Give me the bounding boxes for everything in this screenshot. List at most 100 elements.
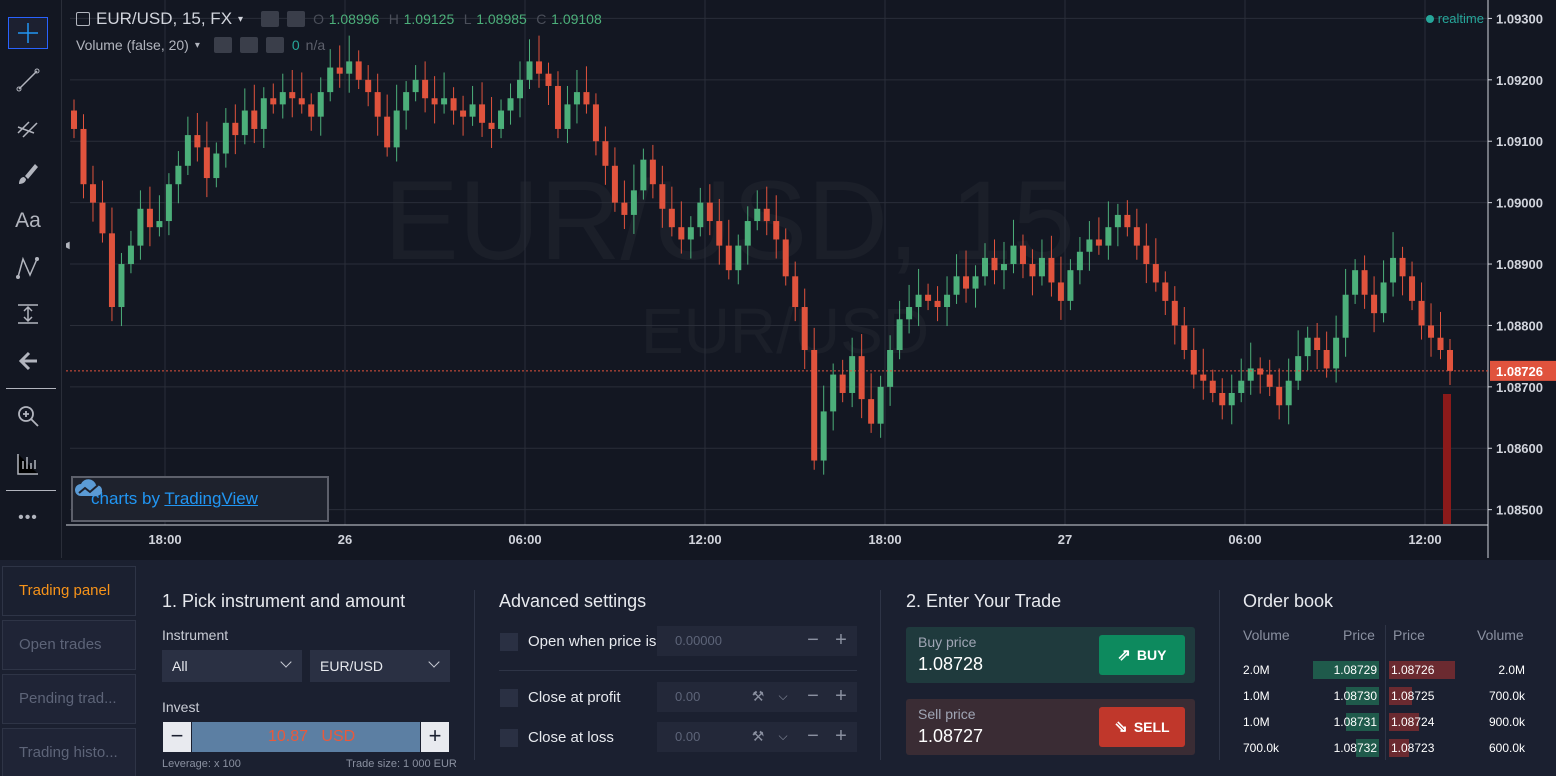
- pitchfork-icon[interactable]: [8, 110, 48, 142]
- open-when-increase-button[interactable]: +: [835, 629, 847, 651]
- orderbook-title: Order book: [1243, 591, 1334, 611]
- candle-body: [1428, 325, 1435, 338]
- volume-title[interactable]: Volume (false, 20): [76, 37, 189, 53]
- crosshair-icon[interactable]: [8, 17, 48, 49]
- pattern-icon[interactable]: [8, 252, 48, 284]
- status-dot-icon: [1425, 15, 1434, 23]
- collapse-icon[interactable]: [76, 12, 90, 26]
- chart-canvas[interactable]: 1.09300 1.09200 1.09100 1.09000 1.08900 1.088…: [66, 0, 1556, 558]
- close-loss-decrease-button[interactable]: −: [807, 725, 819, 747]
- close-profit-input[interactable]: 0.00: [657, 682, 857, 712]
- invest-increase-button[interactable]: +: [421, 722, 449, 752]
- close-loss-increase-button[interactable]: +: [835, 725, 847, 747]
- back-arrow-icon[interactable]: [8, 345, 48, 377]
- eye-icon[interactable]: [213, 37, 232, 53]
- settings-icon[interactable]: [287, 11, 306, 27]
- candle-body: [1095, 239, 1102, 246]
- close-profit-checkbox[interactable]: [500, 689, 518, 707]
- ask-price: 1.08723: [1391, 741, 1435, 755]
- tab-trading-history[interactable]: Trading histo...: [2, 728, 136, 776]
- invest-input[interactable]: 10.87 USD: [192, 722, 420, 752]
- candle-body: [545, 73, 552, 86]
- x-tick-label: 26: [338, 532, 352, 547]
- chevron-down-icon[interactable]: ▾: [238, 13, 244, 25]
- tradingview-link[interactable]: TradingView: [164, 489, 258, 508]
- candle-body: [184, 135, 191, 166]
- settings-icon[interactable]: [239, 37, 258, 53]
- ask-depth-bar: [1389, 661, 1455, 679]
- tradingview-badge[interactable]: charts by TradingView: [71, 476, 329, 522]
- candle-body: [782, 239, 789, 277]
- buy-panel: Buy price 1.08728 ⇗ BUY: [906, 627, 1195, 683]
- candle-body: [89, 184, 96, 203]
- candle-body: [830, 374, 837, 412]
- chevron-down-icon[interactable]: ⌵: [778, 729, 788, 743]
- candle-body: [469, 104, 476, 117]
- open-when-input[interactable]: 0.00000: [657, 626, 857, 656]
- symbol-select[interactable]: EUR/USD: [310, 650, 450, 682]
- candle-body: [953, 276, 960, 295]
- candle-body: [1152, 264, 1159, 283]
- price-chart[interactable]: EUR/USD, 15 EUR/USD 1.093001.092001.0910…: [66, 0, 1556, 558]
- invest-decrease-button[interactable]: −: [163, 722, 191, 752]
- buy-button[interactable]: ⇗ BUY: [1099, 635, 1185, 675]
- candle-body: [858, 356, 865, 400]
- ask-price: 1.08724: [1391, 715, 1435, 729]
- bid-volume: 1.0M: [1243, 689, 1270, 703]
- volume-value: 0: [291, 37, 300, 53]
- gavel-icon[interactable]: ⚒: [751, 688, 765, 704]
- ob-header-ask-volume: Volume: [1477, 627, 1524, 643]
- candle-body: [972, 276, 979, 289]
- arrow-down-right-icon: ⇘: [1114, 719, 1128, 736]
- chevron-down-icon[interactable]: ⌵: [778, 689, 788, 703]
- badge-text: charts by TradingView: [91, 489, 258, 508]
- candle-body: [526, 61, 533, 80]
- trend-line-icon[interactable]: [8, 64, 48, 96]
- candle-body: [1437, 337, 1444, 350]
- candle-body: [1190, 350, 1197, 375]
- close-profit-increase-button[interactable]: +: [835, 685, 847, 707]
- close-loss-checkbox[interactable]: [500, 729, 518, 747]
- bid-volume: 700.0k: [1243, 741, 1280, 755]
- close-icon[interactable]: [265, 37, 284, 53]
- candle-body: [403, 92, 410, 111]
- more-icon[interactable]: •••: [18, 509, 38, 526]
- tab-pending-trades[interactable]: Pending trad...: [2, 674, 136, 724]
- candle-body: [687, 227, 694, 240]
- sell-panel: Sell price 1.08727 ⇘ SELL: [906, 699, 1195, 755]
- gavel-icon[interactable]: ⚒: [751, 728, 765, 744]
- ob-header-bid-price: Price: [1343, 627, 1375, 643]
- tab-trading-panel[interactable]: Trading panel: [2, 566, 136, 616]
- candle-body: [327, 67, 334, 93]
- volume-bar: [1443, 394, 1451, 524]
- sell-button[interactable]: ⇘ SELL: [1099, 707, 1185, 747]
- zoom-in-icon[interactable]: [8, 400, 48, 432]
- candle-body: [194, 135, 201, 148]
- ask-volume: 700.0k: [1488, 689, 1525, 703]
- section-divider: [880, 590, 881, 760]
- sell-price-label: Sell price: [918, 706, 976, 722]
- indicators-icon[interactable]: [8, 448, 48, 480]
- candle-body: [441, 98, 448, 105]
- y-tick-label: 1.08700: [1496, 380, 1543, 395]
- y-tick-label: 1.08600: [1496, 441, 1543, 456]
- tab-open-trades[interactable]: Open trades: [2, 620, 136, 670]
- candle-body: [1238, 380, 1245, 393]
- open-when-checkbox[interactable]: [500, 633, 518, 651]
- category-select[interactable]: All: [162, 650, 302, 682]
- open-when-decrease-button[interactable]: −: [807, 629, 819, 651]
- close-profit-decrease-button[interactable]: −: [807, 685, 819, 707]
- eye-icon[interactable]: [261, 11, 280, 27]
- x-tick-label: 12:00: [688, 532, 721, 547]
- candle-body: [887, 350, 894, 387]
- text-icon[interactable]: Aa: [15, 209, 41, 232]
- candle-body: [365, 79, 372, 93]
- symbol-title[interactable]: EUR/USD, 15, FX: [96, 9, 233, 28]
- candle-body: [592, 104, 599, 142]
- brush-icon[interactable]: [8, 158, 48, 190]
- measure-icon[interactable]: [8, 298, 48, 330]
- chevron-down-icon[interactable]: ▾: [194, 39, 200, 51]
- bid-depth-bar: [1313, 661, 1379, 679]
- ob-header-ask-price: Price: [1393, 627, 1425, 643]
- close-loss-input[interactable]: 0.00: [657, 722, 857, 752]
